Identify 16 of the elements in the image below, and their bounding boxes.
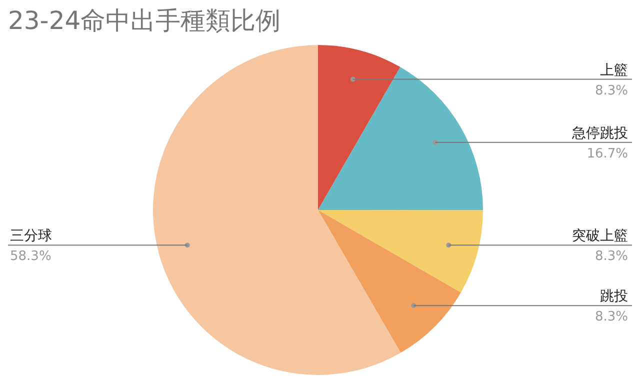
pie-slice — [153, 45, 401, 375]
data-label: 8.3% — [594, 83, 628, 98]
slice-label: 三分球 — [10, 228, 52, 244]
slice-label: 上籃 — [600, 62, 628, 78]
slice-label: 突破上籃 — [572, 228, 628, 244]
pie-slice — [318, 210, 483, 292]
pie-slice — [318, 45, 400, 210]
data-label: 16.7% — [586, 146, 628, 162]
data-label: 58.3% — [10, 249, 52, 264]
data-label: 8.3% — [594, 249, 628, 264]
slice-label: 跳投 — [600, 288, 628, 305]
pie-slice — [318, 66, 483, 210]
slice-label: 急停跳投 — [571, 125, 628, 142]
data-label: 8.3% — [594, 310, 628, 325]
chart-title: 23-24命中出手種類比例 — [8, 5, 281, 37]
pie-slice — [318, 210, 461, 353]
